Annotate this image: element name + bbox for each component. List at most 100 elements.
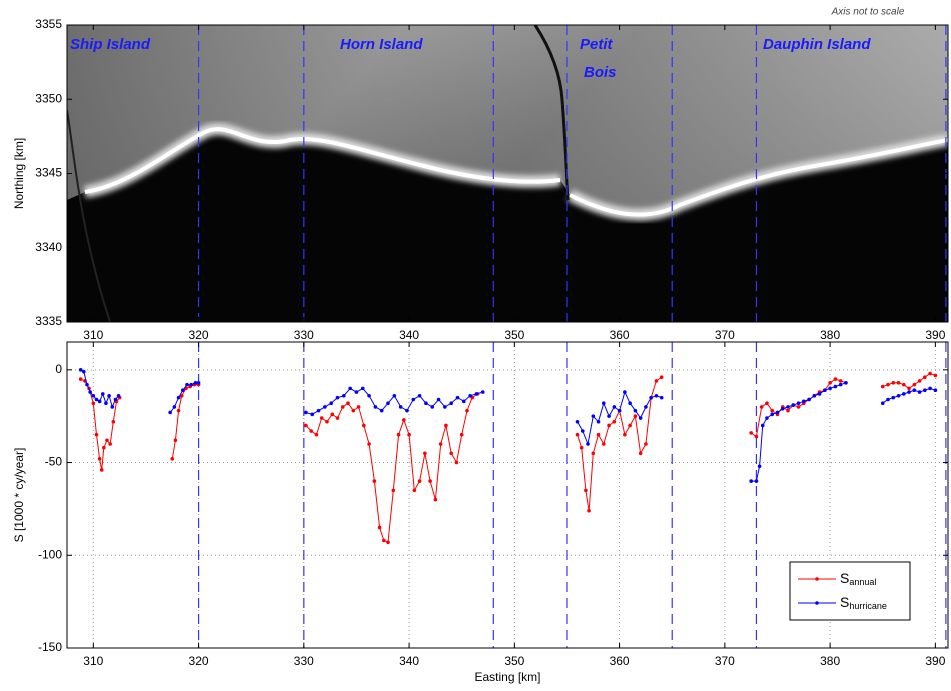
data-point [468, 393, 472, 398]
data-point [912, 382, 917, 387]
data-point [340, 405, 345, 409]
data-point [917, 390, 922, 394]
data-point [901, 382, 906, 387]
data-point [91, 393, 96, 398]
x-tick-label: 360 [610, 328, 630, 342]
data-point [886, 397, 890, 402]
data-point [644, 442, 648, 446]
x-tick-label: 320 [189, 654, 209, 668]
data-point [844, 381, 848, 385]
data-point [754, 479, 759, 483]
data-point [765, 416, 769, 420]
data-point [607, 423, 611, 428]
bathymetry-image [67, 25, 948, 322]
data-point [424, 401, 428, 406]
data-point [362, 423, 366, 428]
data-point [110, 405, 115, 409]
data-point [586, 442, 590, 446]
data-point [417, 393, 422, 398]
line-panel: 310 320 330 340 350 360 370 380 390 -150 -100 -50 0 S… [12, 341, 949, 684]
data-point [97, 399, 102, 404]
data-point [316, 408, 321, 413]
data-point [833, 384, 838, 389]
data-point [912, 388, 917, 393]
data-point [896, 381, 901, 385]
legend-subscript: hurricane [849, 601, 887, 611]
data-point [580, 429, 585, 433]
data-point [770, 408, 775, 413]
data-point [917, 379, 922, 383]
island-label: Dauphin Island [763, 36, 871, 53]
island-label: Ship Island [70, 36, 151, 53]
data-point [402, 418, 406, 422]
y-tick-label: 3340 [35, 240, 62, 254]
data-point [304, 423, 308, 428]
data-point [108, 442, 112, 446]
y-tick-label: 3335 [35, 314, 62, 328]
data-point [168, 410, 172, 415]
data-point [628, 401, 632, 406]
data-point [623, 432, 627, 437]
data-point [179, 393, 184, 398]
data-point [107, 393, 111, 398]
data-point [754, 434, 759, 439]
data-point [891, 395, 896, 400]
data-point [638, 451, 643, 456]
data-point [584, 488, 588, 493]
data-point [454, 460, 459, 465]
legend-entry: Shurricane [840, 594, 887, 612]
data-point [474, 392, 479, 396]
data-point [796, 401, 801, 406]
data-point [351, 408, 356, 413]
data-point [97, 457, 102, 461]
data-point [612, 405, 617, 409]
data-point [85, 382, 89, 387]
data-point [180, 388, 185, 393]
y-tick-label: 0 [55, 362, 62, 376]
data-point [430, 405, 435, 409]
data-point [373, 405, 378, 409]
data-point [786, 408, 790, 413]
data-point [770, 412, 775, 417]
data-point [612, 419, 617, 424]
y-axis-label: Northing [km] [12, 138, 26, 209]
data-point [105, 438, 109, 443]
data-point [759, 405, 764, 409]
data-point [628, 423, 632, 428]
data-point [176, 408, 181, 413]
data-point [928, 371, 932, 376]
data-point [82, 369, 86, 374]
data-point [459, 432, 464, 437]
data-point [173, 438, 178, 443]
data-point [933, 388, 938, 393]
data-point [428, 479, 432, 483]
data-point [398, 405, 403, 409]
data-point [465, 408, 469, 413]
data-point [602, 401, 606, 406]
data-point [367, 393, 371, 398]
data-point [346, 401, 350, 406]
data-point [828, 386, 832, 391]
data-point [104, 401, 108, 406]
y-tick-label: -50 [45, 455, 63, 469]
legend-box [789, 561, 911, 621]
data-point [649, 395, 653, 400]
image-panel: 310 320 330 340 350 360 370 380 390 3335 3340 3345 3… [12, 7, 949, 342]
data-point [330, 412, 335, 417]
data-point [405, 408, 409, 413]
island-label: Petit [580, 36, 614, 53]
legend-symbol: S [840, 594, 849, 610]
data-point [880, 401, 885, 406]
data-point [412, 488, 417, 493]
data-point [623, 390, 627, 394]
data-point [411, 397, 416, 402]
data-point [638, 416, 643, 420]
x-tick-label: 350 [504, 328, 524, 342]
data-point [314, 432, 319, 437]
data-point [928, 386, 932, 391]
data-point [436, 397, 441, 402]
data-point [342, 393, 346, 398]
data-point [94, 397, 99, 402]
x-tick-label: 390 [925, 654, 945, 668]
axes-frame [66, 341, 949, 649]
